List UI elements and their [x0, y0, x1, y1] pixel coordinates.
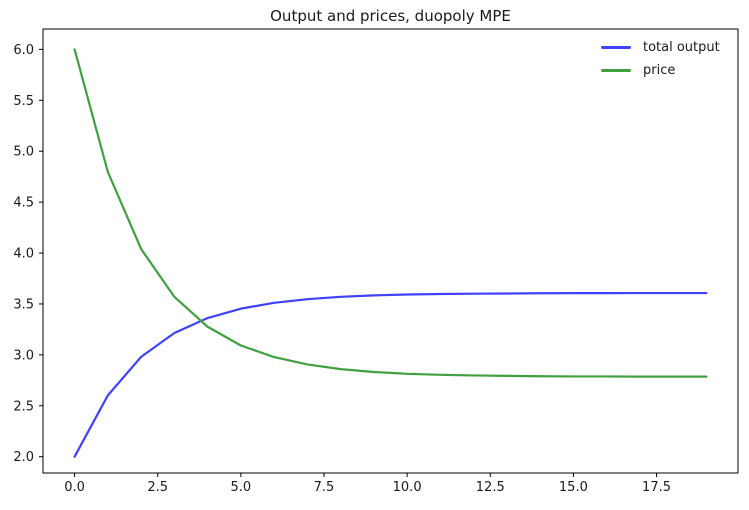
legend-line-sample-total-output — [601, 45, 631, 49]
legend-entry-price: price — [601, 62, 720, 78]
y-tick-label: 4.0 — [13, 247, 34, 262]
legend-label-total-output: total output — [643, 39, 720, 55]
x-tick-label: 5.0 — [231, 480, 252, 495]
x-tick-label: 17.5 — [642, 480, 671, 495]
series-line-price — [73, 48, 708, 378]
series-line-total-output — [73, 291, 708, 458]
legend-label-price: price — [643, 62, 676, 78]
legend: total output price — [601, 39, 720, 78]
x-tick-label: 10.0 — [393, 480, 422, 495]
y-tick-label: 3.0 — [13, 348, 34, 363]
y-tick-label: 4.5 — [13, 196, 34, 211]
chart-title: Output and prices, duopoly MPE — [270, 7, 511, 25]
y-tick-label: 3.5 — [13, 297, 34, 312]
axes-spines — [42, 28, 739, 474]
y-tick-label: 5.5 — [13, 94, 34, 109]
legend-entry-total-output: total output — [601, 39, 720, 55]
x-tick-label: 12.5 — [476, 480, 505, 495]
x-tick-label: 2.5 — [147, 480, 168, 495]
y-tick-label: 5.0 — [13, 145, 34, 160]
legend-line-sample-price — [601, 68, 631, 72]
y-tick-label: 2.0 — [13, 450, 34, 465]
x-tick-label: 15.0 — [559, 480, 588, 495]
y-tick-label: 6.0 — [13, 43, 34, 58]
x-tick-label: 7.5 — [314, 480, 335, 495]
y-tick-label: 2.5 — [13, 399, 34, 414]
x-tick-label: 0.0 — [64, 480, 85, 495]
